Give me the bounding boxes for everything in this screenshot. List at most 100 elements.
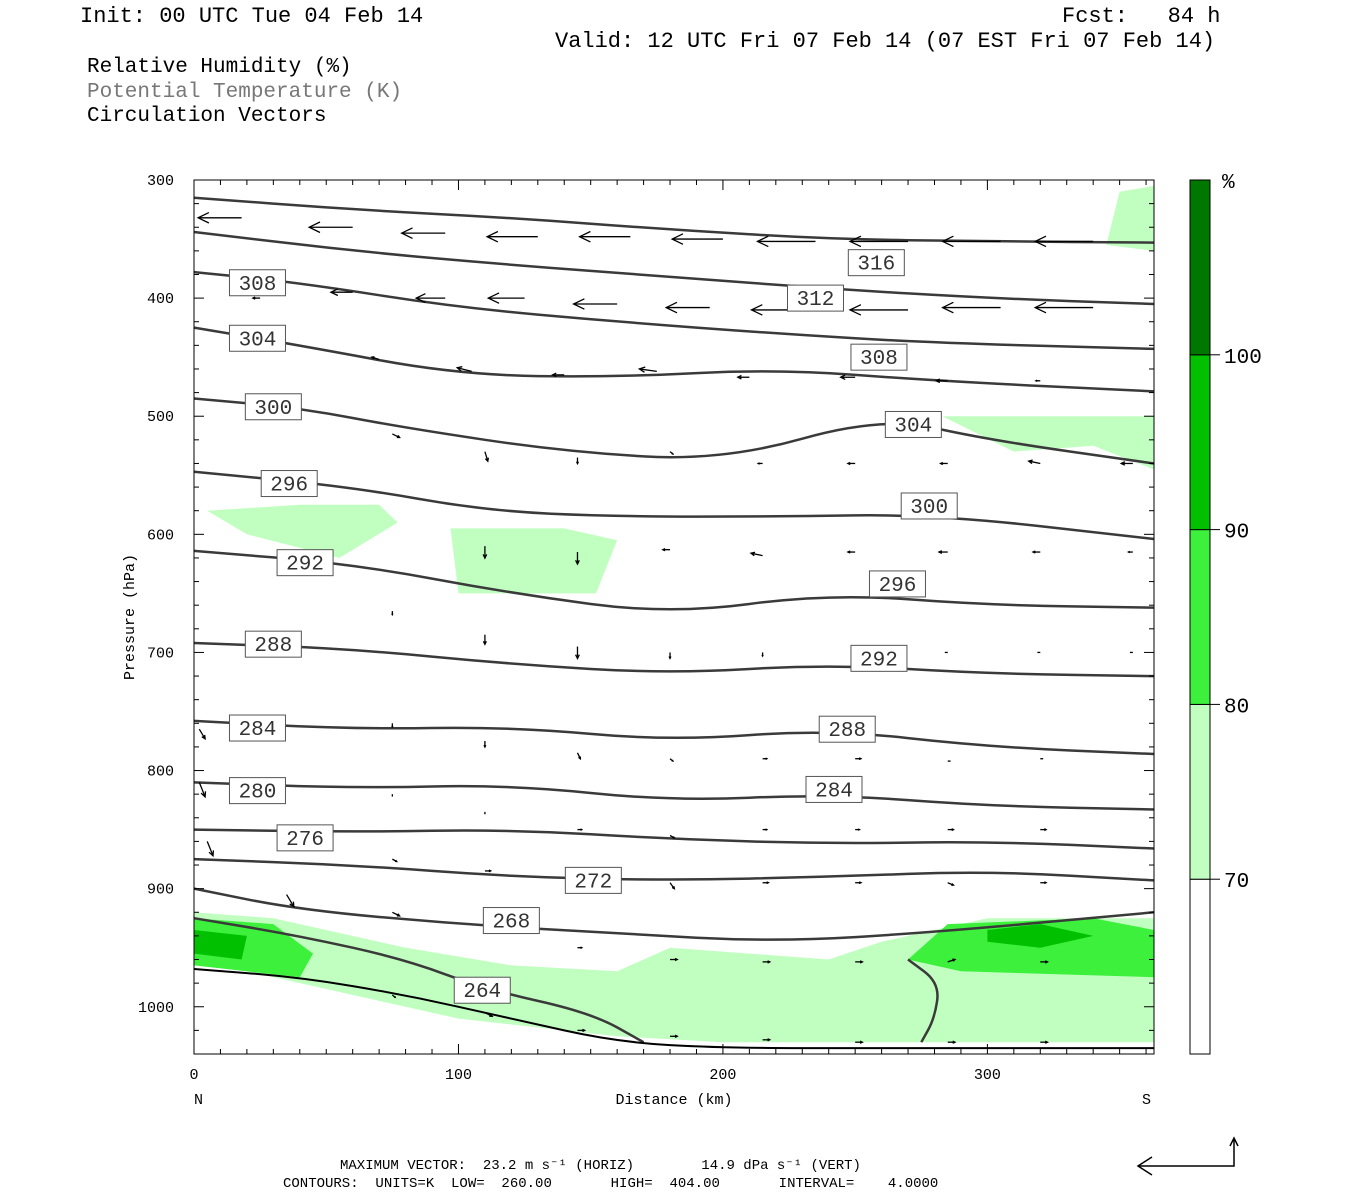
circulation-vector-47 bbox=[575, 646, 580, 660]
y-tick-label: 300 bbox=[147, 173, 174, 190]
x-tick-label: 0 bbox=[189, 1067, 198, 1084]
svg-text:304: 304 bbox=[894, 415, 932, 438]
contour-label-308-2: 308 bbox=[228, 269, 286, 297]
contour-label-292-11: 292 bbox=[850, 644, 908, 672]
theta-contour-3 bbox=[193, 326, 1155, 393]
circulation-vector-13 bbox=[486, 292, 525, 304]
circulation-vector-79 bbox=[947, 882, 955, 886]
circulation-vector-87 bbox=[855, 960, 864, 964]
circulation-vector-59 bbox=[762, 757, 769, 760]
colorbar-label-80: 80 bbox=[1224, 696, 1249, 719]
circulation-vector-8 bbox=[941, 235, 1001, 248]
svg-text:264: 264 bbox=[463, 981, 501, 1004]
forecast-hour: Fcst: 84 h bbox=[1062, 4, 1221, 29]
circulation-vector-37 bbox=[482, 546, 488, 560]
theta-contour-21 bbox=[907, 958, 939, 1043]
svg-text:296: 296 bbox=[270, 475, 308, 498]
vector-layer bbox=[196, 212, 1133, 1044]
svg-text:276: 276 bbox=[286, 829, 324, 852]
y-tick-label: 900 bbox=[147, 882, 174, 899]
circulation-vector-35 bbox=[1027, 459, 1041, 465]
svg-text:300: 300 bbox=[910, 497, 948, 520]
circulation-vector-72 bbox=[206, 841, 215, 858]
rh-region-70-2 bbox=[942, 416, 1154, 470]
terrain-layer bbox=[193, 968, 1154, 1050]
circulation-vector-26 bbox=[934, 378, 948, 384]
y-tick-label: 400 bbox=[147, 291, 174, 308]
contour-label-layer: 316 312 308 308 304 304 300 300 296 296 292 292 288 2… bbox=[228, 249, 958, 1004]
circulation-vector-81 bbox=[286, 894, 295, 908]
svg-text:312: 312 bbox=[797, 289, 835, 312]
circulation-vector-32 bbox=[756, 462, 763, 465]
y-axis-title: Pressure (hPa) bbox=[122, 554, 139, 680]
svg-text:300: 300 bbox=[254, 398, 292, 421]
contours-note: CONTOURS: UNITS=K LOW= 260.00 HIGH= 404.… bbox=[283, 1176, 939, 1192]
circulation-vector-49 bbox=[761, 652, 764, 658]
circulation-vector-58 bbox=[669, 758, 674, 763]
circulation-vector-9 bbox=[1033, 235, 1094, 248]
colorbar-label-100: 100 bbox=[1224, 347, 1262, 370]
circulation-vector-63 bbox=[198, 782, 207, 799]
theta-contour-13 bbox=[193, 719, 1155, 756]
circulation-vector-54 bbox=[198, 728, 206, 741]
contour-label-268-19: 268 bbox=[482, 907, 540, 935]
terrain-line bbox=[193, 968, 1154, 1050]
circulation-vector-44 bbox=[1126, 550, 1133, 554]
theta-contour-19 bbox=[193, 887, 1155, 941]
contour-label-264-20: 264 bbox=[453, 976, 511, 1004]
circulation-vector-55 bbox=[391, 723, 394, 729]
svg-text:284: 284 bbox=[815, 780, 853, 803]
colorbar-segment-4 bbox=[1189, 179, 1211, 356]
colorbar-segment-2 bbox=[1189, 529, 1211, 705]
circulation-vector-29 bbox=[484, 451, 490, 463]
circulation-vector-42 bbox=[937, 550, 948, 554]
svg-text:316: 316 bbox=[857, 254, 895, 277]
x-right-end-label: S bbox=[1142, 1092, 1151, 1109]
circulation-vector-56 bbox=[483, 741, 487, 749]
circulation-vector-70 bbox=[947, 828, 955, 832]
rh-region-90-8 bbox=[987, 924, 1094, 948]
svg-text:292: 292 bbox=[286, 554, 324, 577]
circulation-vector-93 bbox=[670, 1034, 679, 1038]
valid-time: Valid: 12 UTC Fri 07 Feb 14 (07 EST Fri … bbox=[555, 29, 1216, 54]
svg-text:288: 288 bbox=[254, 635, 292, 658]
x-tick-label: 300 bbox=[974, 1067, 1001, 1084]
circulation-vector-36 bbox=[1119, 461, 1133, 466]
svg-text:296: 296 bbox=[879, 575, 917, 598]
theta-contour-0 bbox=[193, 196, 1155, 244]
circulation-vector-71 bbox=[1040, 828, 1048, 832]
circulation-vector-69 bbox=[855, 828, 861, 831]
circulation-vector-18 bbox=[941, 301, 1001, 314]
x-tick-label: 200 bbox=[709, 1067, 736, 1084]
field-label-rh: Relative Humidity (%) bbox=[87, 56, 352, 79]
theta-contour-11 bbox=[193, 641, 1155, 678]
circulation-vector-89 bbox=[1040, 960, 1050, 964]
circulation-vector-15 bbox=[664, 301, 710, 314]
circulation-vector-90 bbox=[391, 994, 397, 999]
svg-text:308: 308 bbox=[239, 274, 277, 297]
circulation-vector-94 bbox=[762, 1038, 772, 1042]
field-label-vectors: Circulation Vectors bbox=[87, 105, 327, 128]
circulation-vector-14 bbox=[572, 298, 618, 310]
contour-label-304-4: 304 bbox=[228, 324, 286, 352]
plot-frame bbox=[193, 179, 1155, 1055]
y-tick-label: 700 bbox=[147, 645, 174, 662]
y-tick-label: 800 bbox=[147, 764, 174, 781]
circulation-vector-5 bbox=[670, 233, 723, 245]
circulation-vector-28 bbox=[392, 433, 401, 439]
contour-label-308-3: 308 bbox=[850, 343, 908, 371]
init-time: Init: 00 UTC Tue 04 Feb 14 bbox=[80, 4, 424, 29]
colorbar: 70 80 90 100% bbox=[1189, 172, 1262, 1055]
circulation-vector-97 bbox=[1040, 1040, 1050, 1044]
circulation-vector-67 bbox=[669, 834, 676, 839]
rh-region-70-4 bbox=[194, 912, 1154, 1043]
circulation-vector-7 bbox=[848, 235, 909, 248]
theta-contour-layer bbox=[193, 196, 1155, 1044]
circulation-vector-3 bbox=[485, 230, 538, 243]
axis-layer: 300 400 500 600 700 800 900 1000 0 100 200 300 bbox=[138, 173, 1154, 1084]
circulation-vector-48 bbox=[668, 652, 672, 660]
circulation-vector-12 bbox=[414, 293, 446, 304]
circulation-vector-6 bbox=[756, 235, 816, 248]
contour-label-316-0: 316 bbox=[847, 249, 905, 277]
